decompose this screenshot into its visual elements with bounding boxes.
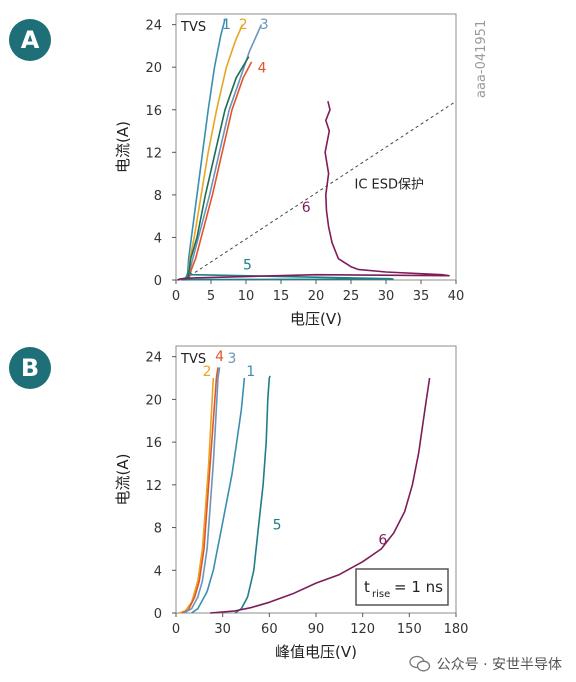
chart-a-series-line-extra4: [187, 56, 250, 281]
chart-a-x-tick-label: 20: [308, 289, 325, 304]
chart-b-y-axis-label: 电流(A): [114, 454, 132, 506]
chart-a-y-axis-label: 电流(A): [114, 121, 132, 173]
chart-b-x-tick-label: 90: [308, 622, 325, 637]
chart-a-esd-protection-line: [189, 100, 457, 277]
chart-a-series-label-1: 1: [222, 17, 231, 33]
chart-b-y-tick-label: 4: [154, 564, 162, 579]
chart-a-series-label-6: 6: [302, 200, 311, 216]
chart-b-series-line-5: [234, 375, 271, 614]
chart-a-y-tick-label: 4: [154, 231, 162, 246]
chart-a-y-tick-label: 12: [145, 146, 162, 161]
chart-b-trise-value: = 1 ns: [394, 578, 443, 596]
watermark-text: 公众号 · 安世半导体: [436, 657, 562, 673]
chart-a-series-label-4: 4: [258, 61, 267, 77]
watermark: 公众号 · 安世半导体: [408, 654, 562, 674]
chart-b-series-line-2: [178, 377, 215, 614]
chart-b-series-label-5: 5: [273, 518, 282, 534]
chart-a-series-label-2: 2: [239, 17, 248, 33]
chart-a-y-tick-label: 8: [154, 189, 162, 204]
badge-b: B: [9, 347, 51, 389]
chart-b-series-label-6: 6: [378, 533, 387, 549]
chart-a-series-line-6: [177, 101, 450, 281]
chart-b-y-tick-label: 0: [154, 607, 162, 622]
chart-b-series-line-1: [191, 377, 246, 614]
chart-a-y-tick-label: 24: [145, 19, 162, 34]
chart-b-x-tick-label: 180: [444, 622, 469, 637]
chart-a-x-tick-label: 5: [207, 289, 215, 304]
chart-a-x-tick-label: 0: [172, 289, 180, 304]
chart-a-y-tick-label: 20: [145, 61, 162, 76]
chart-a-series-line-5: [177, 270, 394, 281]
chart-b-y-tick-label: 16: [145, 436, 162, 451]
chart-b-series-line-6: [210, 377, 431, 614]
chart-b-y-tick-label: 20: [145, 393, 162, 408]
chart-a-x-tick-label: 15: [273, 289, 290, 304]
chart-a-x-tick-label: 25: [343, 289, 360, 304]
chart-a-series-line-2: [187, 24, 244, 281]
chart-a-x-tick-label: 30: [378, 289, 395, 304]
chart-b-x-tick-label: 0: [172, 622, 180, 637]
chart-b-series-label-1: 1: [246, 364, 255, 380]
chart-b-trise-box: [355, 568, 449, 606]
chart-b-x-tick-label: 30: [214, 622, 231, 637]
chart-a-series-label-3: 3: [260, 17, 269, 33]
chart-a-x-tick-label: 10: [238, 289, 255, 304]
chart-b-y-tick-label: 24: [145, 351, 162, 366]
badge-a: A: [9, 19, 51, 61]
wechat-icon: [408, 655, 430, 672]
chart-b-x-axis-label: 峰值电压(V): [275, 643, 357, 661]
chart-a-y-tick-label: 0: [154, 274, 162, 289]
chart-a-x-axis-label: 电压(V): [290, 310, 342, 328]
chart-b-x-tick-label: 120: [350, 622, 375, 637]
chart-a-series-line-1: [186, 19, 226, 281]
chart-a-esd-protection-label: IC ESD保护: [355, 177, 425, 192]
chart-b-series-line-3: [183, 367, 221, 614]
chart-b-x-tick-label: 60: [261, 622, 278, 637]
chart-b-x-tick-label: 150: [397, 622, 422, 637]
chart-b-trise-sub: rise: [372, 589, 390, 600]
chart-b-trise-var: t: [364, 578, 370, 596]
chart-a-x-tick-label: 40: [448, 289, 465, 304]
chart-b-corner-label: TVS: [180, 352, 206, 367]
chart-b-series-label-4: 4: [215, 349, 224, 365]
chart-b-y-tick-label: 12: [145, 479, 162, 494]
chart-a-series-line-4: [187, 61, 253, 281]
chart-b-y-tick-label: 8: [154, 522, 162, 537]
chart-a-y-tick-label: 16: [145, 104, 162, 119]
chart-a-x-tick-label: 35: [413, 289, 430, 304]
chart-a-corner-label: TVS: [180, 20, 206, 35]
chart-b-series-label-2: 2: [203, 364, 212, 380]
chart-b-series-line-4: [181, 367, 219, 614]
chart-a-plot-frame: [175, 13, 457, 281]
chart-a-series-label-5: 5: [243, 257, 252, 273]
chart-b-series-label-3: 3: [228, 351, 237, 367]
